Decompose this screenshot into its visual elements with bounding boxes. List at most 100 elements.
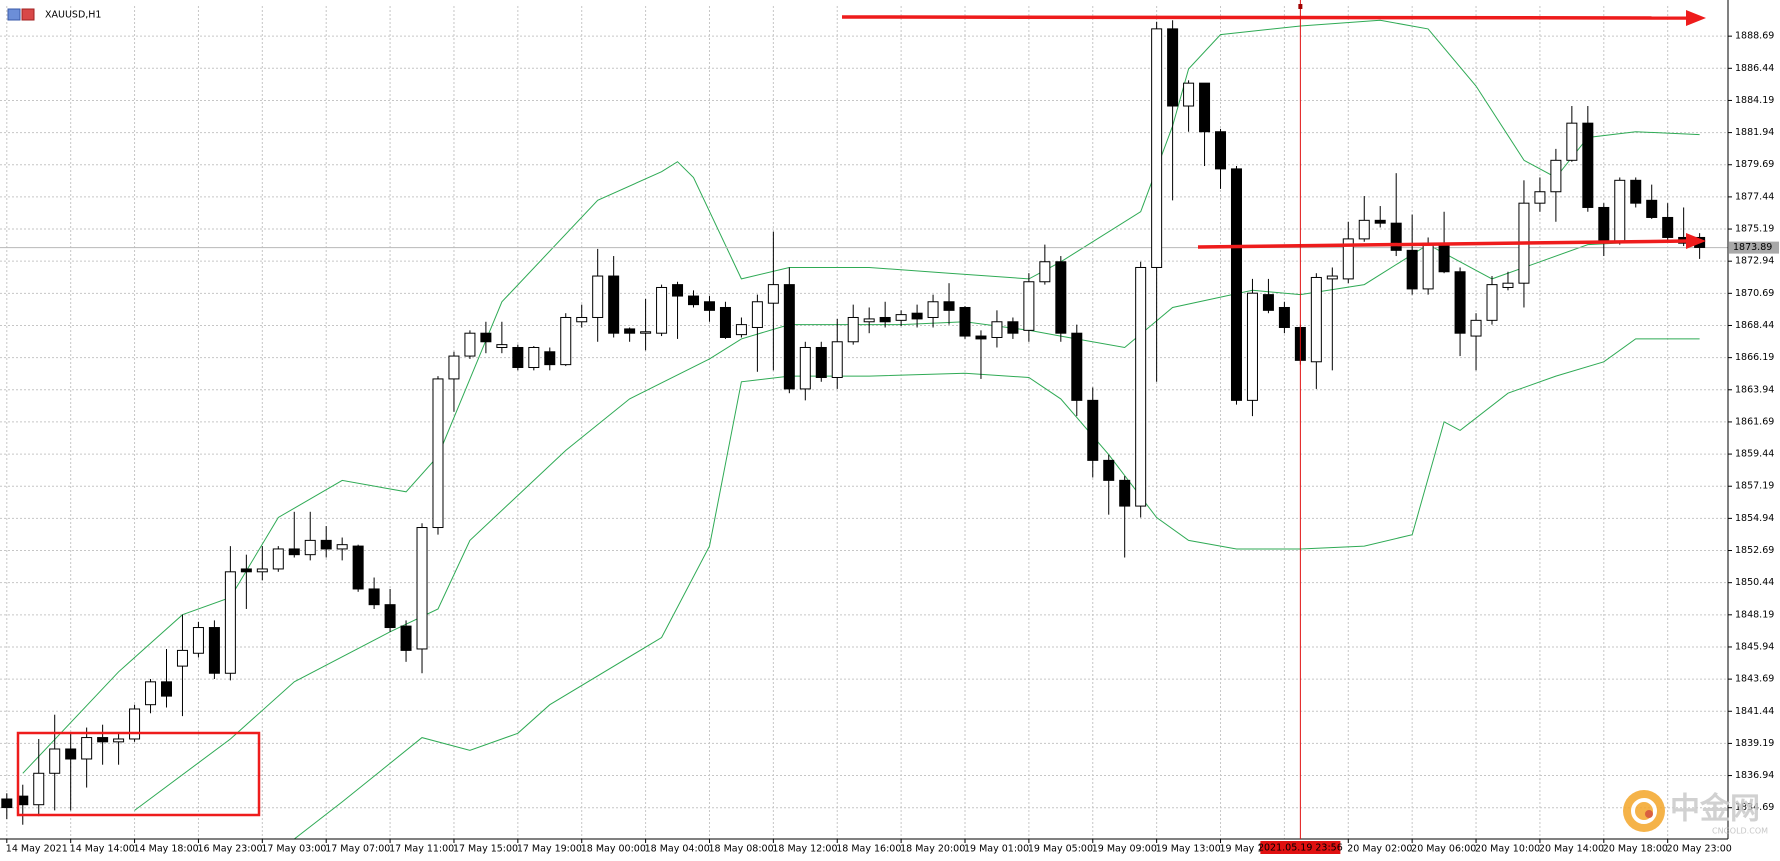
candle-body [1183, 82, 1195, 107]
y-tick-label: 1857.19 [1735, 481, 1774, 492]
candle-body [1262, 294, 1274, 311]
band-line [22, 19, 1700, 774]
annotation-arrow [1197, 239, 1689, 249]
candle-body [528, 346, 540, 368]
crosshair-box [1260, 841, 1341, 854]
candle-body [176, 649, 188, 667]
candle-body [1390, 222, 1402, 251]
candle-body [288, 548, 300, 556]
candle-body [1135, 266, 1147, 507]
x-tick-label: 17 May 03:00 [261, 844, 326, 855]
candle-body [1630, 179, 1642, 204]
candle-body [1119, 479, 1131, 507]
candle-body [1534, 191, 1546, 204]
candle-body [1598, 206, 1610, 243]
y-tick-label: 1861.69 [1735, 416, 1774, 427]
candle-body [1470, 319, 1482, 337]
y-tick-label: 1845.94 [1735, 641, 1774, 652]
candle-body [512, 346, 524, 368]
candle-body [240, 568, 252, 573]
candle-body [1646, 199, 1658, 218]
candle-body [224, 571, 236, 674]
candle-body [1151, 28, 1163, 268]
watermark-text: 中金网 [1670, 792, 1760, 827]
candle-body [544, 351, 556, 366]
x-tick-label: 20 May 10:00 [1475, 844, 1540, 855]
candle-body [1199, 82, 1211, 133]
candle-body [49, 748, 61, 774]
y-tick-label: 1852.69 [1735, 545, 1774, 556]
y-tick-label: 1888.69 [1735, 31, 1774, 42]
candle-body [1326, 275, 1338, 280]
x-tick-label: 19 May 09:00 [1092, 844, 1157, 855]
candle-body [1310, 276, 1322, 363]
candle-body [464, 332, 476, 357]
last-price-box [1729, 241, 1779, 254]
arrow-head [1686, 233, 1706, 249]
candle-body [1582, 122, 1594, 208]
candle-body [1278, 306, 1290, 328]
candle-body [1662, 216, 1674, 238]
candle-body [1550, 159, 1562, 193]
x-tick-label: 20 May 23:00 [1667, 844, 1732, 855]
crosshair-label: 2021.05.19 23:56 [1258, 843, 1343, 854]
candle-body [991, 321, 1003, 338]
candle-body [208, 627, 220, 674]
x-tick-label: 17 May 07:00 [325, 844, 390, 855]
candle-body [576, 316, 588, 323]
candle-body [304, 539, 316, 556]
candle-body [496, 344, 508, 348]
candle-body [384, 604, 396, 629]
chart-title: XAUUSD,H1 [45, 10, 101, 21]
candle-body [943, 301, 955, 311]
candle-body [352, 545, 364, 590]
watermark-site: CNGOLD.COM [1712, 827, 1768, 836]
candle-body [432, 378, 444, 529]
y-tick-label: 1850.44 [1735, 577, 1774, 588]
x-tick-label: 17 May 19:00 [517, 844, 582, 855]
y-tick-label: 1848.19 [1735, 609, 1774, 620]
y-tick-label: 1870.69 [1735, 288, 1774, 299]
y-tick-label: 1872.94 [1735, 256, 1774, 267]
candle-body [895, 314, 907, 321]
candle-body [65, 748, 77, 760]
watermark: 中金网 CNGOLD.COM [1623, 790, 1768, 836]
candle-body [656, 286, 668, 334]
x-tick-label: 14 May 2021 [6, 844, 68, 855]
last-price-label: 1873.89 [1733, 242, 1772, 253]
arrow-head [1686, 10, 1706, 26]
x-tick-label: 19 May 17:00 [1220, 844, 1285, 855]
x-tick-label: 18 May 20:00 [900, 844, 965, 855]
x-tick-label: 19 May 01:00 [964, 844, 1029, 855]
watermark-logo [1623, 790, 1665, 832]
band-line [293, 338, 1700, 839]
x-tick-label: 17 May 11:00 [389, 844, 454, 855]
y-tick-label: 1875.19 [1735, 224, 1774, 235]
x-tick-label: 20 May 18:00 [1603, 844, 1668, 855]
candle-body [815, 346, 827, 378]
x-tick-label: 20 May 06:00 [1411, 844, 1476, 855]
candle-body [1230, 168, 1242, 401]
grid [0, 6, 1728, 839]
x-tick-label: 20 May 02:00 [1347, 844, 1412, 855]
candle-body [879, 316, 891, 323]
annotation-arrow [841, 15, 1689, 20]
y-tick-label: 1868.44 [1735, 320, 1774, 331]
x-tick-label: 18 May 12:00 [772, 844, 837, 855]
watermark-logo [1645, 810, 1653, 818]
candle-body [624, 328, 636, 334]
candle-body [145, 681, 157, 706]
x-tick-label: 16 May 23:00 [197, 844, 262, 855]
x-tick-label: 17 May 15:00 [453, 844, 518, 855]
candle-body [33, 772, 45, 806]
y-tick-label: 1886.44 [1735, 63, 1774, 74]
candle-body [17, 795, 29, 806]
y-tick-label: 1834.69 [1735, 802, 1774, 813]
candle-body [1103, 459, 1115, 481]
candle-body [1087, 399, 1099, 461]
candle-body [1486, 284, 1498, 321]
x-tick-label: 14 May 14:00 [70, 844, 135, 855]
candle-body [336, 544, 348, 550]
